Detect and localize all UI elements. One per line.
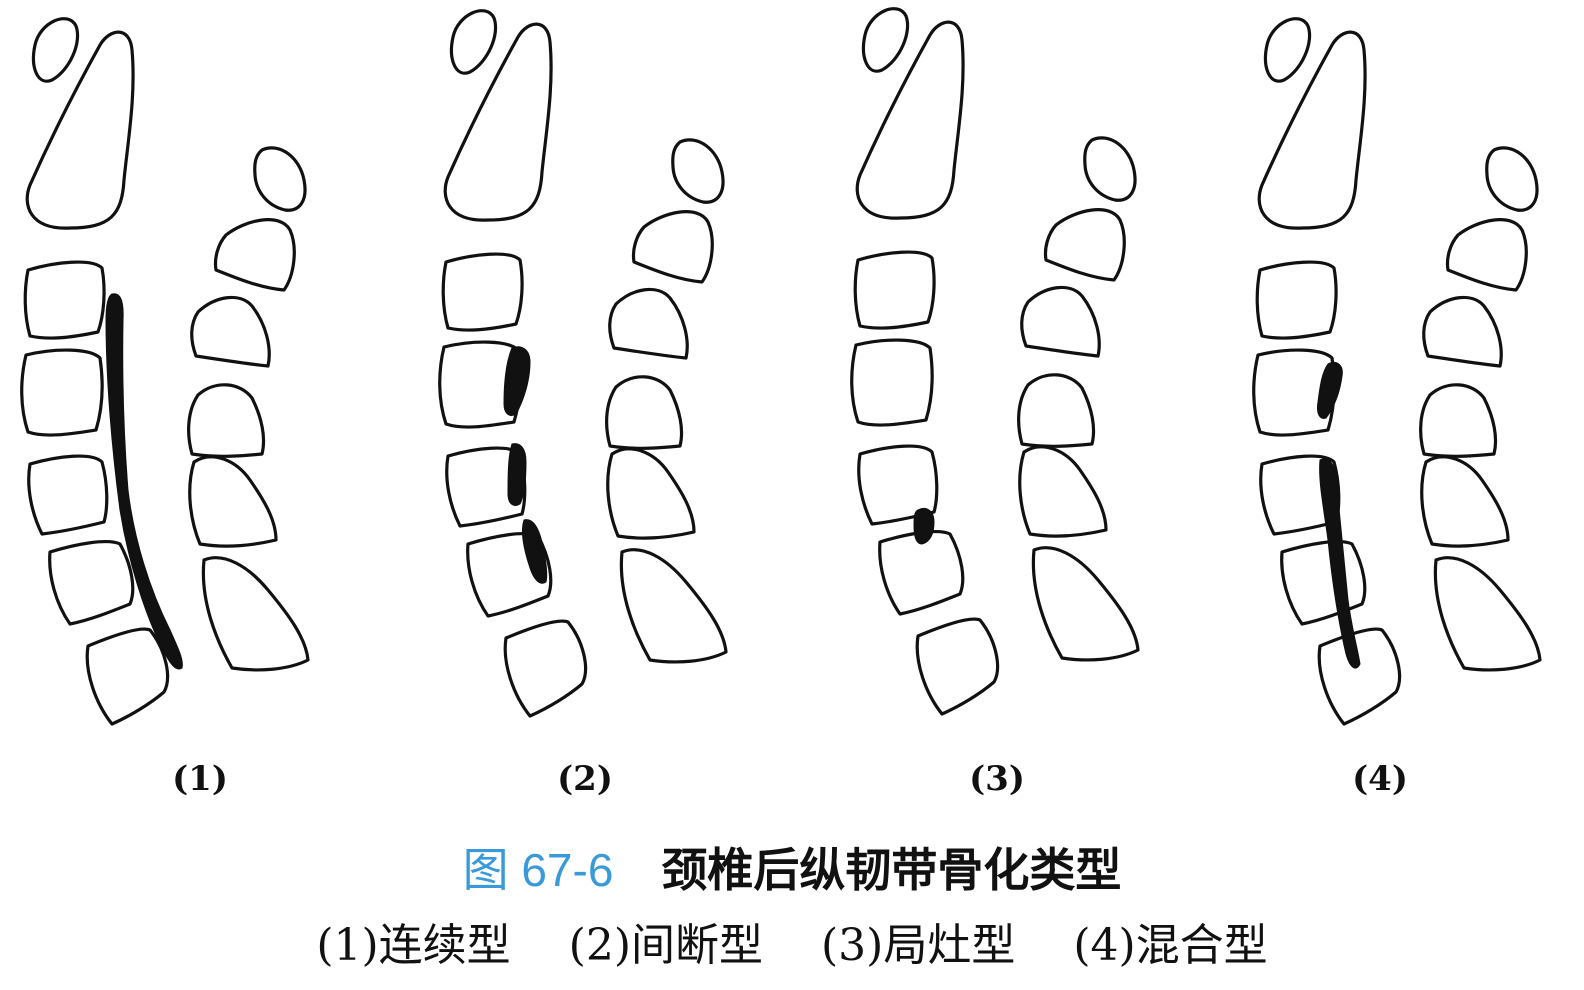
panel-3-localized: (3) [850,7,1140,799]
figure-subcaption: (1)连续型 (2)间断型 (3)局灶型 (4)混合型 [0,918,1584,974]
subcaption-item-mixed: (4)混合型 [1073,920,1268,971]
focal-ossification [913,508,935,545]
panel-1-continuous: (1) [20,17,310,799]
figure-number: 图 67-6 [462,844,614,896]
figure-caption: 图 67-6 颈椎后纵韧带骨化类型 [0,842,1584,898]
figure-title: 颈椎后纵韧带骨化类型 [661,843,1122,897]
panel-2-segmental: (2) [438,9,728,799]
subcaption-item-segmental: (2)间断型 [568,920,763,971]
ossification-types-diagram: (1) (2) (3) (4) [20,7,1542,799]
segmental-ossification-2 [507,443,527,507]
mixed-ossification-segment [1317,362,1343,419]
subcaption-item-continuous: (1)连续型 [316,920,511,971]
subcaption-item-localized: (3)局灶型 [821,920,1016,971]
segmental-ossification-3 [521,519,548,584]
panel-4-mixed: (4) [1252,17,1542,799]
panel-label-2: (2) [557,759,613,799]
panel-label-4: (4) [1352,759,1408,799]
continuous-ossification [105,293,183,670]
segmental-ossification-1 [503,346,531,417]
panel-label-1: (1) [172,759,228,799]
mixed-ossification-continuous [1319,458,1361,669]
panel-label-3: (3) [969,759,1025,799]
